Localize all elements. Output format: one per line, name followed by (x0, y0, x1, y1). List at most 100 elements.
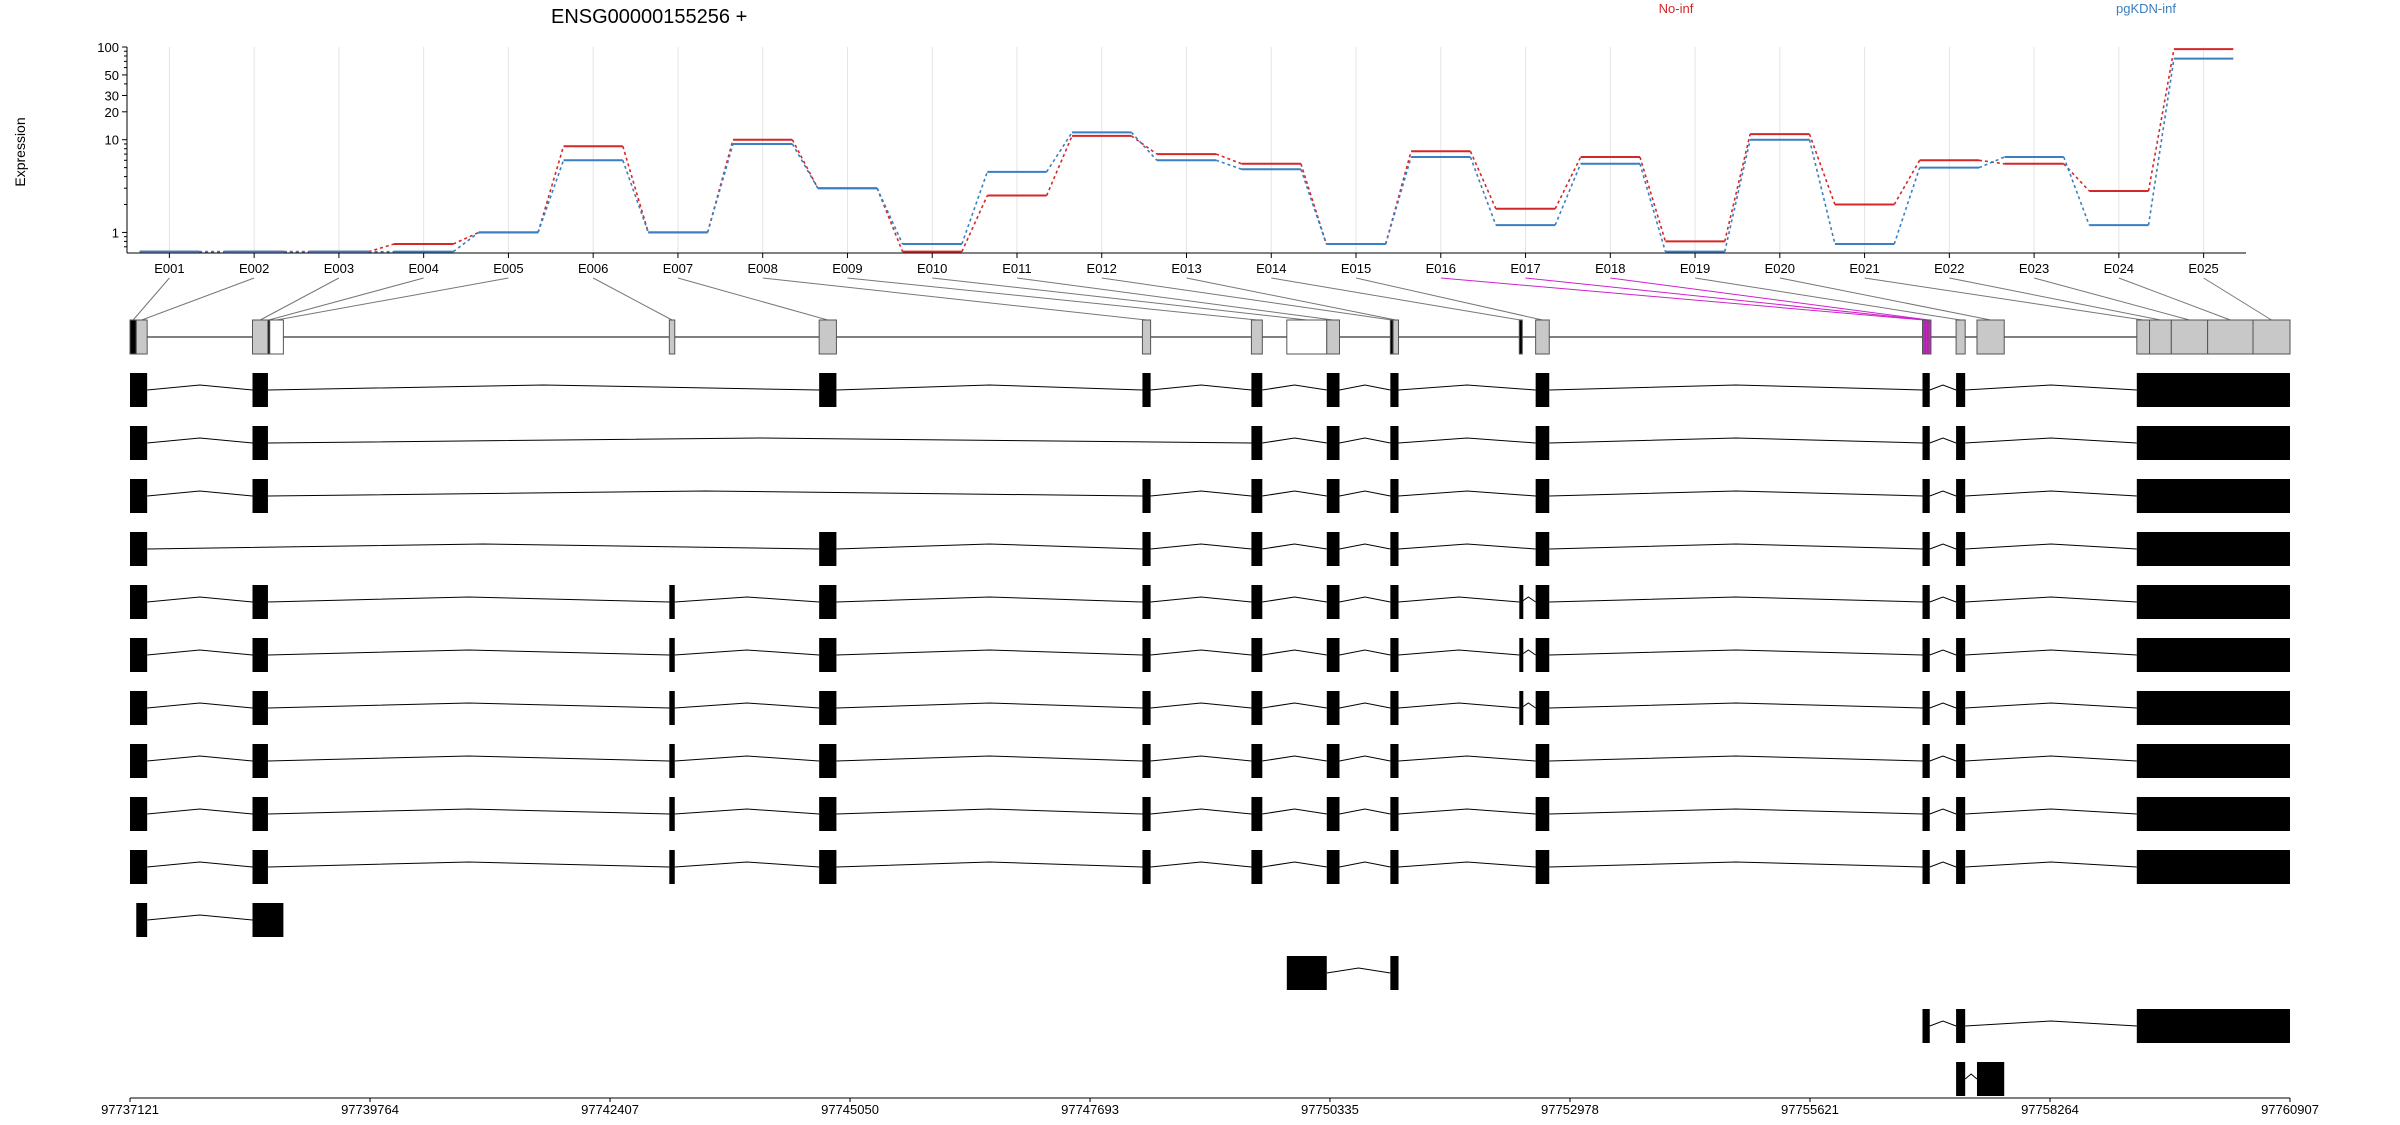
transcript-exon (1390, 638, 1399, 672)
gene-model-exon-e006 (668, 319, 676, 355)
exon-label: E019 (1680, 261, 1710, 276)
transcript-exon (819, 850, 837, 884)
transcript-exon (1956, 797, 1966, 831)
transcript-exon (252, 797, 268, 831)
transcript-intron (147, 596, 253, 603)
transcript-intron (1262, 490, 1327, 497)
transcript-exon (1390, 585, 1399, 619)
transcript-intron (836, 755, 1143, 762)
transcript-exon (819, 638, 837, 672)
gene-model-exon-e025 (2252, 319, 2291, 355)
gene-model-exon-e003 (252, 319, 269, 355)
genomic-tick-label: 97747693 (1061, 1102, 1119, 1117)
gene-model-exon-e005 (269, 319, 284, 355)
transcript-intron (1150, 755, 1252, 762)
transcript-exon (2136, 744, 2290, 778)
exon-label: E024 (2104, 261, 2134, 276)
genomic-tick-label: 97752978 (1541, 1102, 1599, 1117)
transcript-exon (1251, 532, 1263, 566)
gene-model-exon-e014 (1518, 319, 1523, 355)
transcript-exon (1390, 956, 1399, 990)
exon-connector-e017 (1525, 277, 1927, 321)
transcript-intron (267, 808, 670, 815)
transcript-intron (674, 755, 820, 762)
transcript-exon (130, 479, 148, 513)
transcript-exon (252, 479, 268, 513)
transcript-exon (130, 744, 148, 778)
transcript-intron (147, 702, 253, 709)
transcript-intron (1398, 702, 1520, 709)
genomic-tick-label: 97745050 (821, 1102, 879, 1117)
transcript-intron (674, 808, 820, 815)
transcript-intron (674, 861, 820, 868)
y-tick-label: 50 (105, 68, 119, 83)
transcript-intron (1965, 808, 2137, 815)
transcript-exon (1922, 638, 1930, 672)
transcript-exon (819, 373, 837, 407)
transcript-exon (1251, 797, 1263, 831)
transcript-exon (669, 585, 675, 619)
series-connector-pgkdn-inf (2063, 156, 2090, 226)
transcript-exon (1535, 426, 1550, 460)
series-connector-pgkdn-inf (961, 171, 989, 245)
exon-label: E025 (2188, 261, 2218, 276)
transcript-exon (1922, 585, 1930, 619)
transcript-intron (1262, 649, 1327, 656)
transcript-exon (819, 691, 837, 725)
transcript-intron (1549, 596, 1923, 603)
transcript-intron (1262, 702, 1327, 709)
series-connector-no-inf (1384, 151, 1412, 245)
transcript-intron (1929, 755, 1957, 762)
transcript-intron (1339, 490, 1391, 497)
transcript-intron (1262, 861, 1327, 868)
transcript-exon (669, 797, 675, 831)
series-connector-no-inf (452, 231, 480, 245)
y-tick-label: 10 (105, 133, 119, 148)
legend-entry-no-inf: No-inf (1659, 1, 1694, 16)
transcript-intron (147, 914, 253, 921)
transcript-intron (267, 384, 820, 391)
transcript-intron (1398, 384, 1536, 391)
series-connector-pgkdn-inf (1978, 156, 2005, 169)
transcript-exon (819, 585, 837, 619)
transcript-intron (1262, 808, 1327, 815)
series-connector-pgkdn-inf (452, 231, 480, 253)
gene-model-exon-e015 (1535, 319, 1550, 355)
series-connector-pgkdn-inf (706, 143, 734, 233)
transcript-exon (1326, 744, 1340, 778)
transcript-intron (1339, 861, 1391, 868)
transcript-intron (1398, 755, 1536, 762)
exon-label: E010 (917, 261, 947, 276)
transcript-exon (1326, 691, 1340, 725)
transcript-exon (1956, 691, 1966, 725)
transcript-exon (1535, 373, 1550, 407)
transcript-intron (1549, 702, 1923, 709)
transcript-exon (130, 532, 148, 566)
transcript-intron (147, 384, 253, 391)
transcript-intron (267, 861, 670, 868)
series-connector-pgkdn-inf (1554, 163, 1582, 226)
transcript-intron (1150, 861, 1252, 868)
transcript-intron (836, 808, 1143, 815)
transcript-intron (1929, 384, 1957, 391)
transcript-exon (1922, 532, 1930, 566)
transcript-exon (1142, 373, 1151, 407)
transcript-intron (1520, 649, 1536, 656)
transcript-exon (1142, 638, 1151, 672)
series-connector-no-inf (2063, 163, 2090, 192)
transcript-intron (1965, 702, 2137, 709)
transcript-exon (1251, 479, 1263, 513)
transcript-intron (1262, 543, 1327, 550)
transcript-intron (1549, 543, 1923, 550)
gene-model-exon-e007 (818, 319, 837, 355)
exon-label: E008 (748, 261, 778, 276)
transcript-exon (1956, 426, 1966, 460)
transcript-exon (2136, 797, 2290, 831)
transcript-exon (136, 903, 148, 937)
exon-connector-e006 (592, 277, 673, 321)
transcript-exon (1142, 479, 1151, 513)
transcript-exon (669, 691, 675, 725)
transcript-exon (1956, 585, 1966, 619)
transcript-exon (1535, 850, 1550, 884)
transcript-intron (1929, 543, 1957, 550)
